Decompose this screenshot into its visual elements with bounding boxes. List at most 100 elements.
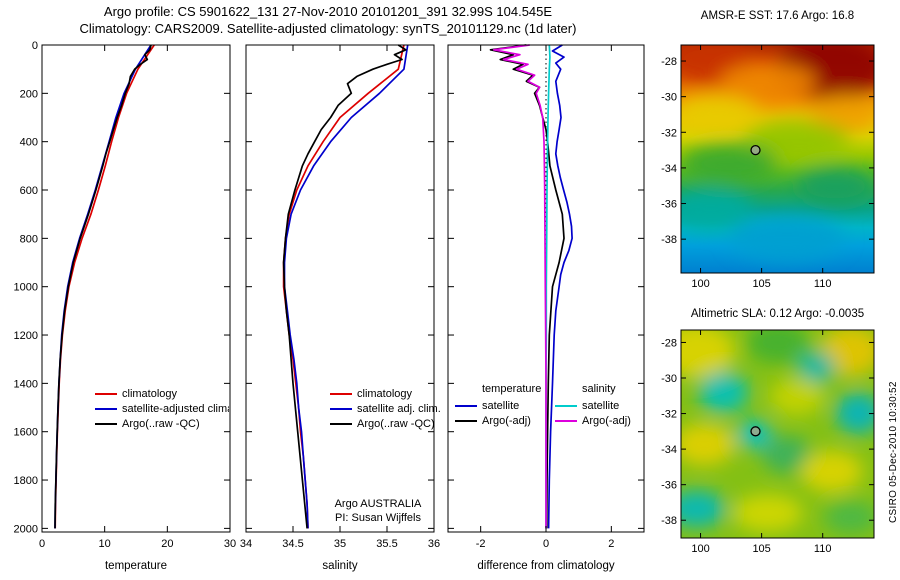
x-tick-label: 100 xyxy=(691,278,709,290)
x-tick-label: 105 xyxy=(752,543,770,555)
legend-label: satellite xyxy=(582,399,620,412)
legend-item: climatology xyxy=(95,386,229,401)
series-climatology xyxy=(282,44,405,529)
x-tick-label: 110 xyxy=(814,543,832,555)
legend-line-swatch xyxy=(95,407,117,410)
salinity-profile-panel: 34 34.5 35 35.5 36 climatology satellite adj.… xyxy=(240,44,441,550)
legend-label: satellite-adjusted climatology xyxy=(122,402,229,415)
y-tick-label: -36 xyxy=(661,199,677,211)
y-tick-label: 1200 xyxy=(14,330,38,342)
figure-title-line2: Climatology: CARS2009. Satellite-adjuste… xyxy=(79,21,577,36)
x-tick-label: 30 xyxy=(224,538,236,550)
legend-line-swatch xyxy=(555,419,577,422)
legend-item: satellite xyxy=(555,398,651,413)
legend-label: satellite adj. clim. xyxy=(357,402,441,415)
temperature-legend: climatology satellite-adjusted climatolog… xyxy=(95,386,229,431)
legend-label: climatology xyxy=(357,387,413,400)
legend-line-swatch xyxy=(455,404,477,407)
sla_map-anomaly-blobs xyxy=(681,330,874,534)
attribution-note: Argo AUSTRALIA PI: Susan Wijffels xyxy=(278,497,478,525)
x-tick-label: 10 xyxy=(99,538,111,550)
legend-item: Argo(-adj) xyxy=(455,413,551,428)
argo-float-marker xyxy=(750,426,761,437)
y-tick-label: -38 xyxy=(661,234,677,246)
series-temperature-satellite xyxy=(547,44,573,529)
sst-map: 100 105 110 -28 -30 -32 -34 -36 -38 xyxy=(661,44,875,290)
sla-map: 100 105 110 -28 -30 -32 -34 -36 -38 xyxy=(661,329,875,555)
legend-line-swatch xyxy=(330,407,352,410)
legend-column: temperature satellite Argo(-adj) xyxy=(455,383,551,428)
legend-line-swatch xyxy=(555,404,577,407)
legend-line-swatch xyxy=(455,419,477,422)
difference-axis-label: difference from climatology xyxy=(477,560,615,572)
difference-legend: temperature satellite Argo(-adj) salinity sa… xyxy=(455,383,651,428)
sla_map-plot: 100 105 110 -28 -30 -32 -34 -36 -38 xyxy=(661,329,875,555)
legend-label: Argo(..raw -QC) xyxy=(122,417,200,430)
legend-label: satellite xyxy=(482,399,520,412)
y-tick-label: 600 xyxy=(20,185,38,197)
y-tick-label: 1600 xyxy=(14,427,38,439)
x-tick-label: 0 xyxy=(39,538,45,550)
difference-plot: -2 0 2 xyxy=(447,44,645,550)
legend-line-swatch xyxy=(95,422,117,425)
x-tick-label: 0 xyxy=(543,538,549,550)
y-tick-label: 1400 xyxy=(14,378,38,390)
salinity-plot: 34 34.5 35 35.5 36 xyxy=(240,44,440,550)
x-tick-label: 35.5 xyxy=(376,538,397,550)
csiro-timestamp: CSIRO 05-Dec-2010 10:30:52 xyxy=(888,381,899,523)
argo-australia-note: Argo AUSTRALIA xyxy=(334,498,422,510)
legend-item: climatology xyxy=(330,386,460,401)
y-tick-label: 1800 xyxy=(14,475,38,487)
y-tick-label: 0 xyxy=(32,40,38,52)
legend-column-header: salinity xyxy=(582,383,616,395)
map-box xyxy=(680,44,875,274)
legend-item: Argo(..raw -QC) xyxy=(95,416,229,431)
x-tick-label: 35 xyxy=(334,538,346,550)
legend-item: satellite adj. clim. xyxy=(330,401,460,416)
sla-map-title: Altimetric SLA: 0.12 Argo: -0.0035 xyxy=(690,308,865,320)
figure-title-line1: Argo profile: CS 5901622_131 27-Nov-2010… xyxy=(103,4,553,19)
legend-item: Argo(..raw -QC) xyxy=(330,416,460,431)
sst_map-plot: 100 105 110 -28 -30 -32 -34 -36 -38 xyxy=(661,44,875,290)
legend-item: satellite-adjusted climatology xyxy=(95,401,229,416)
legend-line-swatch xyxy=(330,392,352,395)
y-tick-label: -32 xyxy=(661,127,677,139)
series-temperature-argo-adj xyxy=(489,44,565,529)
y-tick-label: -30 xyxy=(661,373,677,385)
y-tick-label: 400 xyxy=(20,137,38,149)
y-tick-label: 1000 xyxy=(14,282,38,294)
legend-item: Argo(-adj) xyxy=(555,413,651,428)
y-tick-label: 800 xyxy=(20,233,38,245)
sst-map-title: AMSR-E SST: 17.6 Argo: 16.8 xyxy=(700,10,855,22)
legend-label: Argo(-adj) xyxy=(482,414,531,427)
legend-column: salinity satellite Argo(-adj) xyxy=(555,383,651,428)
salinity-legend: climatology satellite adj. clim. Argo(..ra… xyxy=(330,386,460,431)
x-tick-label: 34.5 xyxy=(282,538,303,550)
argo-float-marker xyxy=(750,144,761,156)
temperature-profile-panel: 0 10 20 30 0 200 400 600 800 1000 1200 1400 1600 1800… xyxy=(14,40,237,550)
x-tick-label: -2 xyxy=(476,538,486,550)
y-tick-label: -28 xyxy=(661,56,677,68)
legend-column-header: temperature xyxy=(482,383,542,395)
y-tick-label: -34 xyxy=(661,444,677,456)
legend-line-swatch xyxy=(330,422,352,425)
x-tick-label: 34 xyxy=(240,538,252,550)
sst_map-anomaly-blobs xyxy=(681,45,874,262)
y-tick-label: 2000 xyxy=(14,523,38,535)
pi-note: PI: Susan Wijffels xyxy=(335,512,421,524)
y-tick-label: -38 xyxy=(661,515,677,527)
series-argo-raw-qc xyxy=(54,44,152,529)
plot-box xyxy=(41,44,231,533)
x-tick-label: 105 xyxy=(752,278,770,290)
y-tick-label: -34 xyxy=(661,163,677,175)
temperature-axis-label: temperature xyxy=(104,560,167,572)
plot-box xyxy=(245,44,435,533)
y-tick-label: -28 xyxy=(661,337,677,349)
x-tick-label: 36 xyxy=(428,538,440,550)
series-salinity-argo-adj xyxy=(492,44,547,529)
x-tick-label: 20 xyxy=(161,538,173,550)
series-climatology xyxy=(54,44,155,529)
x-tick-label: 100 xyxy=(691,543,709,555)
legend-line-swatch xyxy=(95,392,117,395)
